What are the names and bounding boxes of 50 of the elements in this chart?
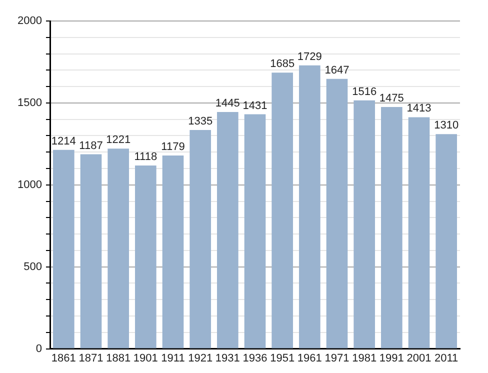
data-label: 1187	[79, 140, 103, 152]
x-tick-label: 1921	[188, 352, 213, 364]
y-tick-label: 1500	[18, 96, 42, 109]
x-tick-label: 1911	[161, 352, 185, 364]
x-tick-label: 1936	[242, 352, 268, 364]
data-label: 1475	[379, 92, 404, 105]
data-label: 1310	[434, 120, 459, 132]
data-label: 1729	[297, 50, 322, 63]
x-tick-label: 1871	[78, 352, 104, 364]
x-tick-label: 1961	[297, 352, 322, 364]
y-tick-label: 500	[24, 260, 42, 273]
bar	[135, 166, 156, 348]
bar	[53, 150, 74, 348]
x-tick-label: 2001	[406, 352, 432, 364]
x-tick-label: 1951	[270, 352, 295, 364]
x-tick-label: 1971	[324, 352, 350, 364]
data-label: 1335	[188, 116, 213, 128]
bar	[272, 72, 293, 348]
x-tick-label: 1861	[51, 352, 76, 364]
data-label: 1431	[242, 100, 268, 112]
data-label: 1516	[352, 86, 377, 98]
y-tick-label: 1000	[18, 178, 42, 191]
data-label: 1214	[51, 135, 76, 148]
bar	[436, 134, 457, 348]
bar	[108, 148, 129, 348]
bar	[244, 114, 266, 348]
x-tick-label: 2011	[434, 352, 458, 364]
x-tick-label: 1901	[133, 352, 158, 364]
bar	[381, 107, 402, 348]
bar	[80, 154, 102, 348]
x-tick-label: 1881	[106, 352, 131, 364]
bar	[190, 130, 211, 348]
y-tick-label: 2000	[18, 15, 42, 28]
data-label: 1413	[406, 102, 432, 115]
bar	[299, 65, 320, 348]
data-label: 1118	[134, 151, 158, 164]
y-tick-label: 0	[36, 342, 42, 355]
x-tick-label: 1931	[215, 352, 240, 364]
x-tick-label: 1991	[379, 352, 404, 364]
data-label: 1179	[161, 141, 185, 154]
bar	[408, 117, 430, 348]
data-label: 1685	[270, 58, 295, 70]
data-label: 1221	[106, 134, 131, 146]
x-tick-label: 1981	[352, 352, 377, 364]
data-label: 1647	[324, 64, 350, 76]
bar	[217, 112, 238, 348]
bar	[162, 156, 184, 348]
data-label: 1445	[215, 97, 240, 110]
bar	[326, 78, 348, 348]
bar	[354, 100, 375, 348]
